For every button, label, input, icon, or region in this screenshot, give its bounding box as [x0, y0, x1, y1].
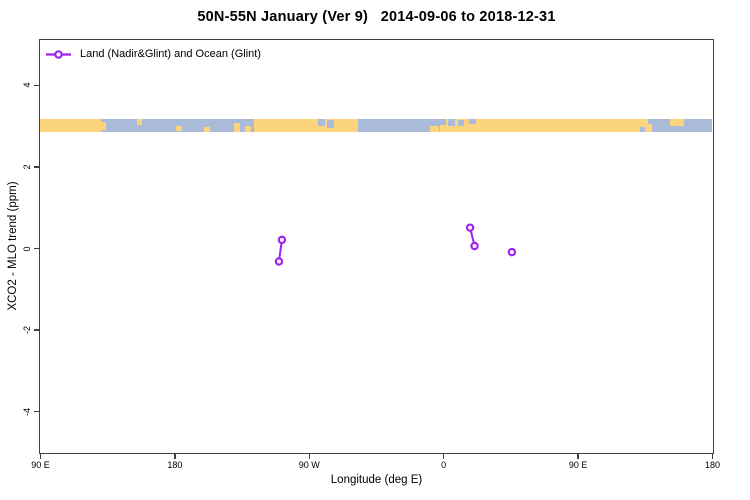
x-tick-mark: [174, 454, 176, 459]
x-tick-mark: [39, 454, 42, 459]
x-tick-label: 180: [167, 460, 183, 470]
map-strip-land-segment: [244, 125, 251, 133]
x-tick-mark: [711, 454, 714, 459]
data-point: [465, 223, 475, 232]
legend-label: Land (Nadir&Glint) and Ocean (Glint): [80, 48, 261, 60]
map-strip-land-segment: [40, 119, 102, 133]
map-strip-land-segment: [644, 124, 653, 133]
map-strip-land-segment: [101, 121, 106, 130]
legend: Land (Nadir&Glint) and Ocean (Glint): [45, 48, 261, 60]
y-tick-mark: [34, 410, 39, 413]
map-strip-ocean-segment: [317, 119, 326, 127]
map-strip-land-segment: [137, 119, 142, 125]
x-tick-mark: [308, 454, 311, 459]
map-strip-land-segment: [670, 119, 684, 126]
map-strip-land-segment: [440, 119, 641, 133]
x-tick-label: 90 E: [31, 460, 50, 470]
map-strip-ocean-segment: [440, 119, 447, 125]
map-strip-ocean-segment: [458, 120, 465, 127]
y-tick-mark: [34, 247, 39, 250]
map-strip-land-segment: [429, 125, 439, 133]
map-strip-ocean-segment: [447, 119, 456, 126]
y-axis-label: XCO2 - MLO trend (ppm): [7, 181, 19, 311]
x-axis-label: Longitude (deg E): [330, 474, 423, 486]
y-tick-mark: [34, 84, 39, 87]
map-strip-land-segment: [234, 123, 241, 133]
data-point: [277, 235, 287, 245]
x-tick-label: 0: [441, 460, 447, 470]
y-tick-label: -2: [22, 326, 32, 335]
x-tick-label: 90 E: [568, 460, 588, 470]
legend-marker-icon: [46, 49, 71, 59]
y-tick-label: 0: [22, 246, 32, 252]
y-tick-mark: [34, 329, 39, 331]
data-point: [274, 257, 284, 266]
y-tick-label: 4: [22, 82, 32, 88]
map-strip-ocean-segment: [468, 119, 477, 125]
y-tick-label: -4: [22, 407, 32, 416]
chart-title: 50N-55N January (Ver 9) 2014-09-06 to 20…: [197, 9, 556, 25]
map-strip-ocean-segment: [326, 120, 335, 129]
y-tick-label: 2: [22, 164, 32, 170]
x-tick-label: 90 W: [298, 460, 320, 470]
map-strip-land-segment: [640, 119, 648, 127]
plot-area: Land (Nadir&Glint) and Ocean (Glint): [39, 39, 714, 454]
map-strip-land-segment: [204, 126, 211, 132]
y-tick-mark: [34, 166, 39, 168]
map-strip-land-segment: [175, 126, 182, 131]
map-strip: [40, 119, 712, 133]
data-point: [470, 241, 479, 251]
x-tick-mark: [442, 454, 445, 459]
x-tick-label: 180: [704, 460, 721, 470]
data-series-layer: [274, 223, 517, 266]
x-tick-mark: [577, 454, 579, 459]
data-point: [507, 247, 517, 257]
